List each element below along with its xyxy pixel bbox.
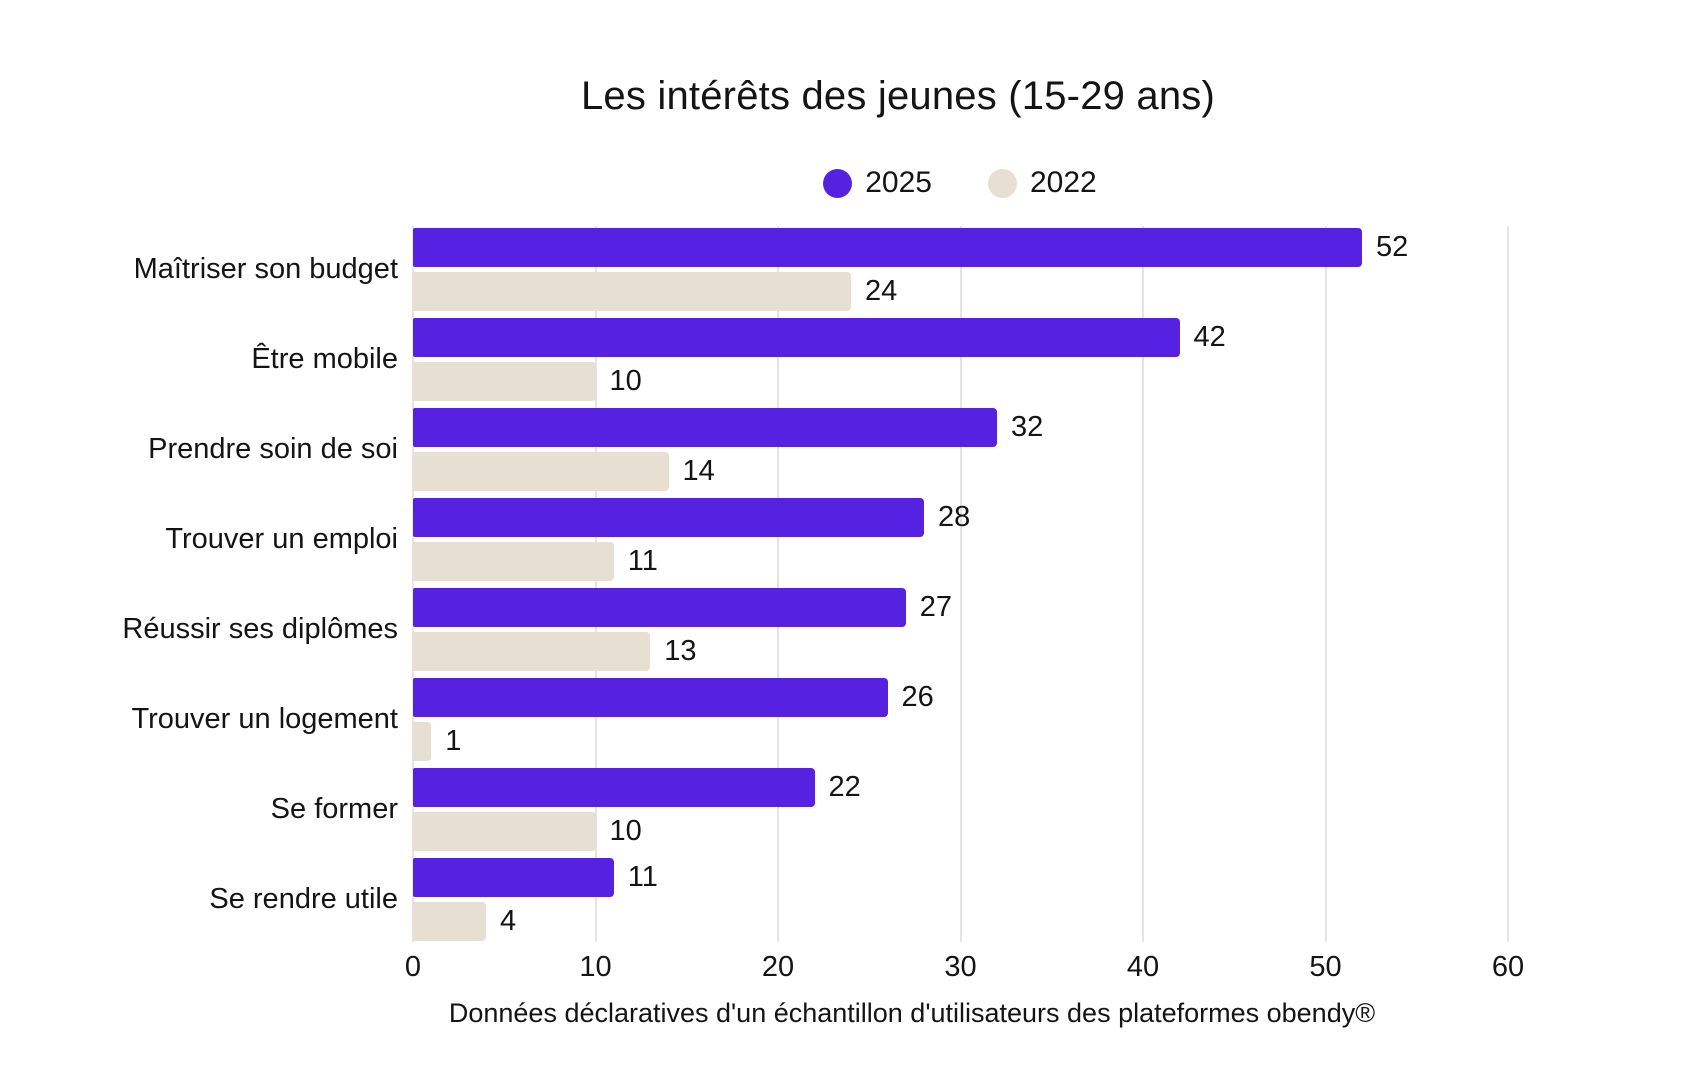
bar-2025 [413, 768, 815, 807]
bar-value-label: 28 [938, 501, 971, 533]
category-label: Être mobile [251, 343, 398, 375]
category-label: Se rendre utile [209, 883, 398, 915]
bar-value-label: 10 [609, 365, 642, 397]
category-label: Prendre soin de soi [148, 433, 398, 465]
bar-value-label: 42 [1193, 321, 1226, 353]
bar-2025 [413, 858, 614, 897]
bar-2022 [413, 452, 669, 491]
bar-2022 [413, 902, 486, 941]
gridline [1142, 226, 1144, 942]
bar-value-label: 52 [1376, 231, 1409, 263]
gridline [1324, 226, 1327, 942]
bar-value-label: 24 [865, 275, 898, 307]
bar-2022 [413, 272, 851, 311]
bar-2025 [413, 318, 1180, 357]
bar-2025 [413, 678, 888, 717]
bar-value-label: 32 [1011, 411, 1044, 443]
bar-value-label: 27 [919, 591, 953, 623]
chart-title: Les intérêts des jeunes (15-29 ans) [580, 74, 1216, 118]
bar-2022 [413, 812, 596, 851]
bar-value-label: 11 [627, 545, 658, 577]
bar-2022 [413, 362, 596, 401]
x-tick-label: 0 [404, 951, 422, 983]
bar-2025 [413, 588, 906, 627]
category-label: Réussir ses diplômes [122, 613, 398, 645]
x-tick-label: 50 [1309, 951, 1342, 983]
bar-2022 [413, 542, 614, 581]
legend-label-2022: 2022 [1030, 166, 1097, 199]
gridline [594, 226, 597, 942]
bar-2022 [413, 722, 432, 761]
bar-value-label: 1 [445, 725, 462, 757]
bar-value-label: 26 [901, 681, 934, 713]
gridline [777, 226, 779, 942]
bar-2025 [413, 498, 924, 537]
x-tick-label: 10 [579, 951, 612, 983]
bar-2022 [413, 632, 651, 671]
bar-2025 [413, 408, 997, 447]
chart-caption: Données déclaratives d'un échantillon d'… [448, 998, 1376, 1028]
bar-value-label: 13 [664, 635, 697, 667]
chart-legend: 2025 2022 [238, 166, 1682, 200]
legend-dot-2022-icon [988, 168, 1017, 198]
legend-dot-2025-icon [823, 168, 853, 198]
bar-value-label: 11 [627, 861, 658, 893]
x-tick-label: 60 [1491, 951, 1525, 983]
x-tick-label: 40 [1126, 951, 1160, 983]
category-label: Maîtriser son budget [133, 253, 398, 285]
bar-value-label: 10 [609, 815, 642, 847]
legend-label-2025: 2025 [865, 166, 932, 199]
legend-item-2022: 2022 [988, 166, 1097, 200]
x-tick-label: 30 [944, 951, 977, 983]
gridline [1507, 226, 1509, 942]
legend-item-2025: 2025 [823, 166, 932, 200]
x-tick-label: 20 [761, 951, 795, 983]
gridline [412, 226, 414, 942]
gridline [959, 226, 962, 942]
bar-value-label: 14 [682, 455, 715, 487]
bar-value-label: 22 [828, 771, 861, 803]
category-label: Trouver un logement [131, 703, 398, 735]
category-label: Se former [270, 793, 398, 825]
bar-value-label: 4 [500, 905, 517, 937]
category-label: Trouver un emploi [165, 523, 398, 555]
bar-2025 [413, 228, 1362, 267]
